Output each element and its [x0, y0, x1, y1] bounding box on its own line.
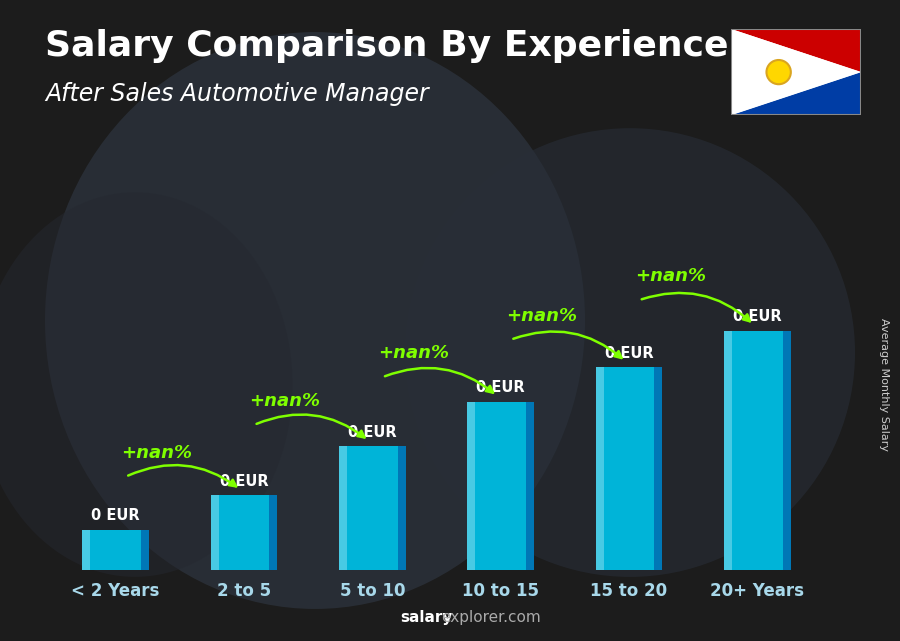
Bar — [467, 402, 534, 570]
Bar — [724, 331, 791, 570]
Bar — [398, 447, 406, 570]
Text: +nan%: +nan% — [507, 307, 577, 325]
Text: +nan%: +nan% — [122, 444, 193, 462]
Text: After Sales Automotive Manager: After Sales Automotive Manager — [45, 82, 428, 106]
Ellipse shape — [45, 32, 585, 609]
Text: +nan%: +nan% — [249, 392, 320, 410]
Polygon shape — [731, 29, 861, 115]
Bar — [82, 530, 90, 570]
Bar — [467, 402, 475, 570]
Bar — [596, 367, 604, 570]
Text: 0 EUR: 0 EUR — [476, 380, 525, 395]
Polygon shape — [731, 29, 861, 72]
Bar — [211, 495, 277, 570]
Text: +nan%: +nan% — [634, 267, 706, 285]
Text: 0 EUR: 0 EUR — [91, 508, 140, 523]
Text: Salary Comparison By Experience: Salary Comparison By Experience — [45, 29, 728, 63]
Bar — [141, 530, 149, 570]
Bar — [339, 447, 347, 570]
Ellipse shape — [405, 128, 855, 577]
Bar — [526, 402, 534, 570]
Bar — [211, 495, 219, 570]
Text: 0 EUR: 0 EUR — [348, 425, 397, 440]
Circle shape — [767, 60, 791, 84]
Text: 0 EUR: 0 EUR — [605, 345, 653, 360]
Ellipse shape — [0, 192, 292, 577]
Bar — [82, 530, 149, 570]
Bar — [596, 367, 662, 570]
Bar — [724, 331, 732, 570]
Text: 0 EUR: 0 EUR — [220, 474, 268, 488]
Text: 0 EUR: 0 EUR — [734, 309, 782, 324]
Text: salary: salary — [400, 610, 453, 625]
Bar — [339, 447, 406, 570]
Bar — [783, 331, 791, 570]
Bar — [269, 495, 277, 570]
Bar — [654, 367, 662, 570]
Text: explorer.com: explorer.com — [441, 610, 541, 625]
Text: Average Monthly Salary: Average Monthly Salary — [878, 318, 889, 451]
Text: +nan%: +nan% — [378, 344, 449, 362]
Polygon shape — [731, 72, 861, 115]
